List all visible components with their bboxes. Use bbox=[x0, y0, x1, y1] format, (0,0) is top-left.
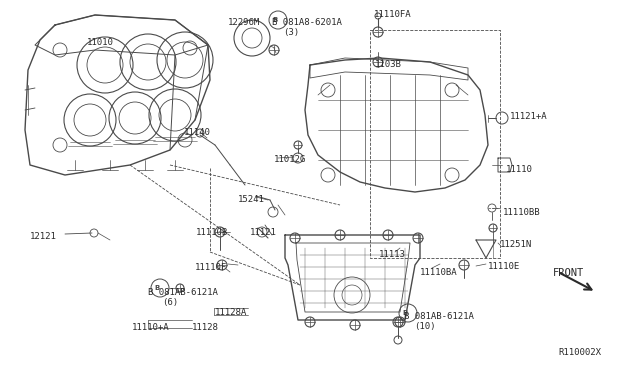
Text: 11113: 11113 bbox=[379, 250, 406, 259]
Text: R110002X: R110002X bbox=[558, 348, 601, 357]
Text: 11110+A: 11110+A bbox=[132, 323, 170, 332]
Text: 11110B: 11110B bbox=[196, 228, 228, 237]
Text: 11012G: 11012G bbox=[274, 155, 307, 164]
Text: 11110BB: 11110BB bbox=[503, 208, 541, 217]
Text: B: B bbox=[154, 285, 159, 291]
Text: 11110E: 11110E bbox=[488, 262, 520, 271]
Text: 15241: 15241 bbox=[238, 195, 265, 204]
Text: 11140: 11140 bbox=[184, 128, 211, 137]
Text: 11110F: 11110F bbox=[195, 263, 227, 272]
Text: (3): (3) bbox=[283, 28, 299, 37]
Text: 11110BA: 11110BA bbox=[420, 268, 458, 277]
Text: 11251N: 11251N bbox=[500, 240, 532, 249]
Text: B 081A8-6201A: B 081A8-6201A bbox=[272, 18, 342, 27]
Text: 11110FA: 11110FA bbox=[374, 10, 412, 19]
Text: 11128A: 11128A bbox=[215, 308, 247, 317]
Text: 11010: 11010 bbox=[87, 38, 114, 47]
Text: 11121+A: 11121+A bbox=[510, 112, 548, 121]
Text: B: B bbox=[273, 17, 278, 23]
Text: B 081AB-6121A: B 081AB-6121A bbox=[148, 288, 218, 297]
Text: 11110: 11110 bbox=[506, 165, 533, 174]
Text: FRONT: FRONT bbox=[553, 268, 584, 278]
Text: 12121: 12121 bbox=[30, 232, 57, 241]
Text: (10): (10) bbox=[414, 322, 435, 331]
Text: B: B bbox=[403, 310, 408, 316]
Text: (6): (6) bbox=[162, 298, 178, 307]
Text: 12296M: 12296M bbox=[228, 18, 260, 27]
Text: B 081AB-6121A: B 081AB-6121A bbox=[404, 312, 474, 321]
Text: 1103B: 1103B bbox=[375, 60, 402, 69]
Text: 11121: 11121 bbox=[250, 228, 277, 237]
Text: 11128: 11128 bbox=[192, 323, 219, 332]
